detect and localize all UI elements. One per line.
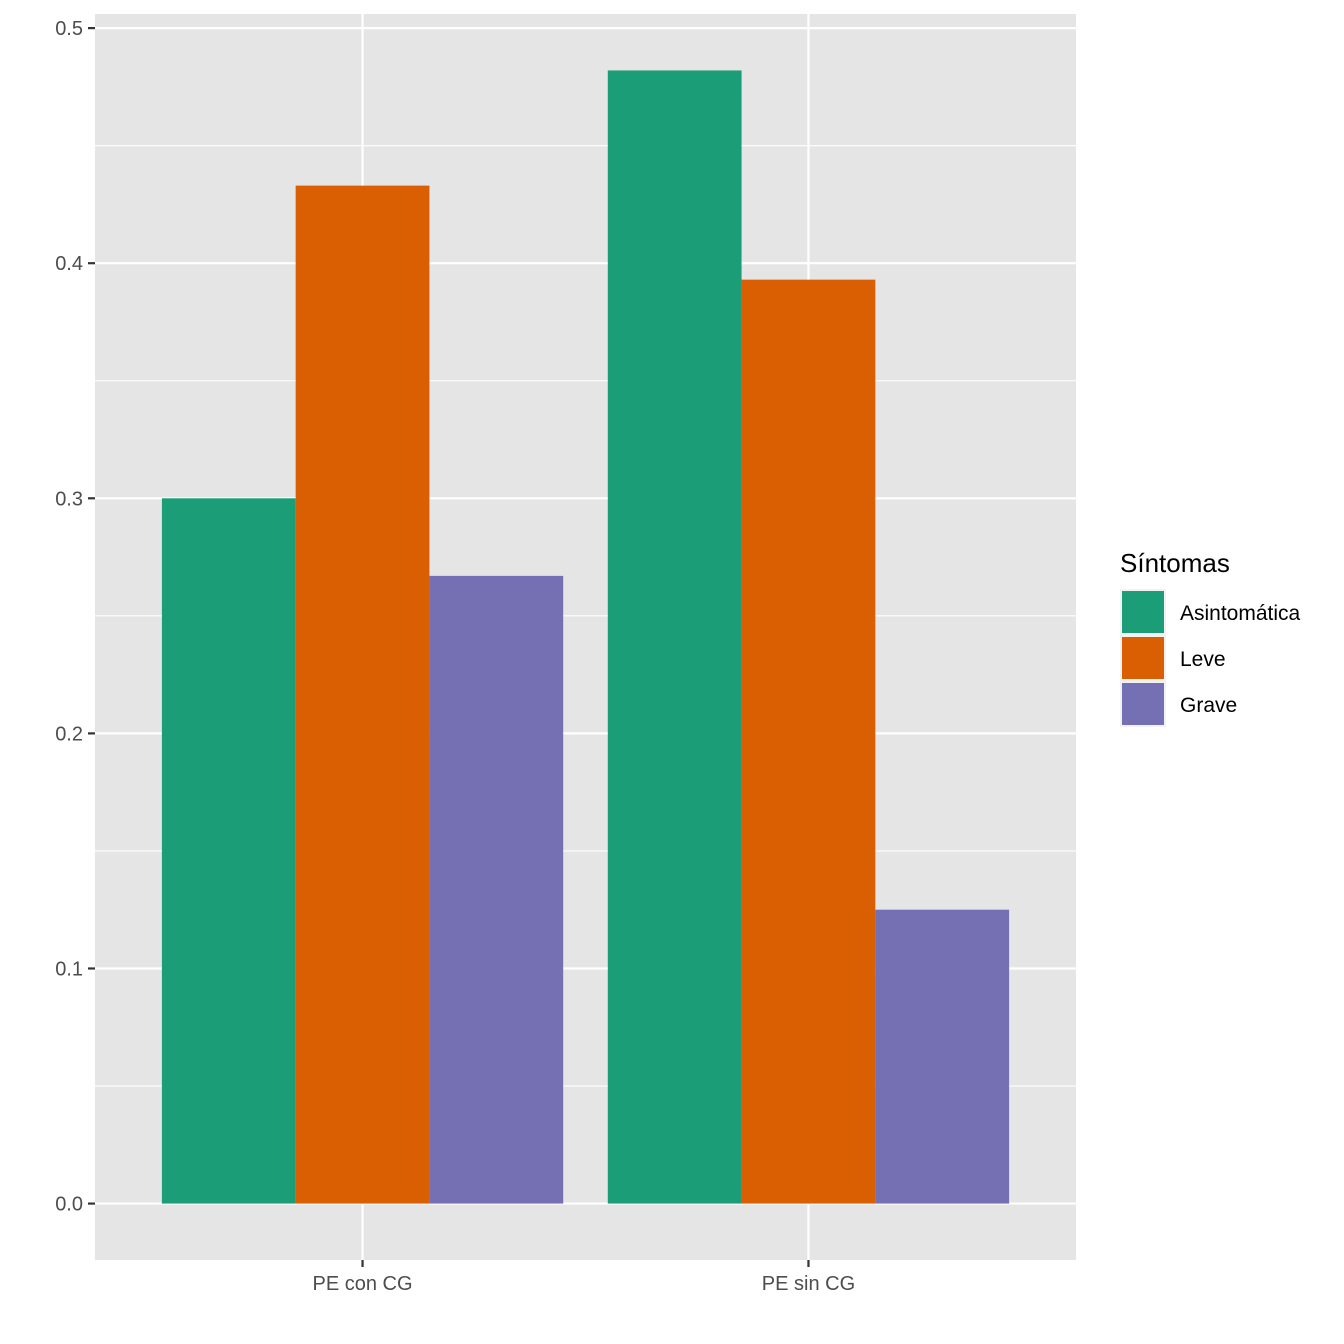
legend-label: Asintomática — [1180, 602, 1301, 625]
legend-label: Leve — [1180, 648, 1226, 671]
legend-swatch — [1122, 591, 1164, 633]
bars — [161, 70, 1010, 1204]
bar-asintomatica-1 — [161, 498, 296, 1204]
y-tick-label: 0.0 — [55, 1194, 83, 1216]
y-tick-label: 0.2 — [55, 723, 83, 745]
legend-label: Grave — [1180, 694, 1237, 717]
y-tick-label: 0.4 — [55, 253, 83, 275]
y-tick-label: 0.5 — [55, 18, 83, 40]
y-tick-label: 0.1 — [55, 958, 83, 980]
bar-grave-1 — [429, 575, 564, 1204]
bar-asintomatica-2 — [607, 70, 742, 1204]
legend-swatch — [1122, 683, 1164, 725]
bar-leve-2 — [741, 279, 876, 1204]
y-tick-label: 0.3 — [55, 488, 83, 510]
bar-grave-2 — [875, 909, 1010, 1204]
legend: Síntomas Asintomática Leve Grave — [1120, 548, 1301, 727]
x-tick-label: PE sin CG — [762, 1273, 855, 1295]
y-axis: 0.0 0.1 0.2 0.3 0.4 0.5 — [55, 18, 95, 1216]
x-tick-label: PE con CG — [313, 1273, 413, 1295]
bar-leve-1 — [295, 185, 430, 1204]
legend-title: Síntomas — [1120, 548, 1230, 578]
x-axis: PE con CG PE sin CG — [313, 1260, 855, 1295]
legend-swatch — [1122, 637, 1164, 679]
